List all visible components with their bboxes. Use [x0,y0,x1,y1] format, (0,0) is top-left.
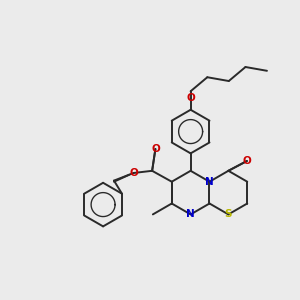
Text: N: N [186,209,195,219]
Text: O: O [129,168,138,178]
Text: O: O [186,93,195,103]
Text: O: O [242,156,251,166]
Text: S: S [225,209,232,219]
Text: N: N [205,177,214,187]
Text: O: O [151,144,160,154]
